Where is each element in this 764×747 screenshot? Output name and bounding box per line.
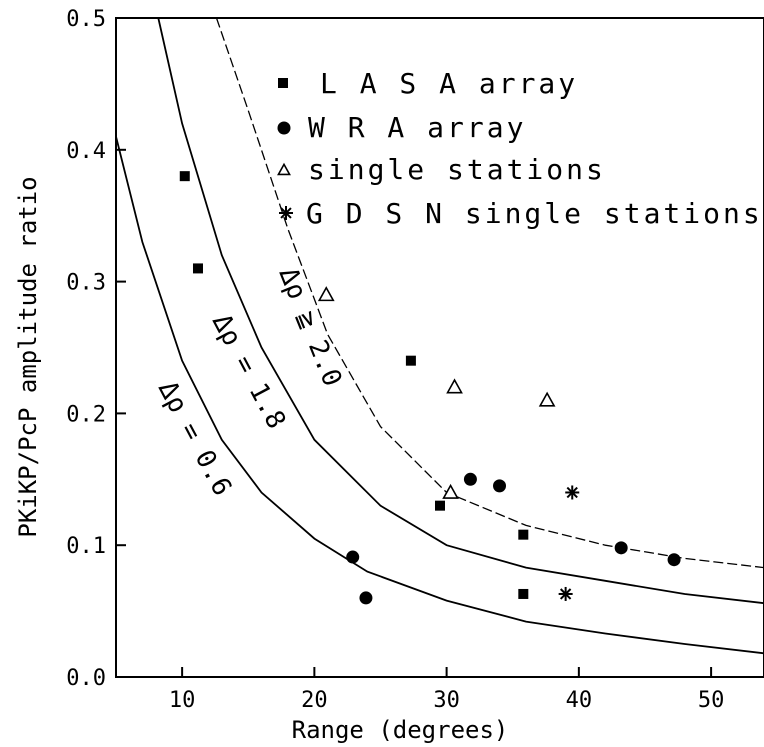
legend-label-wra: W R A array bbox=[308, 111, 526, 144]
point-triangle-0 bbox=[317, 286, 335, 302]
x-tick-label: 20 bbox=[301, 688, 328, 713]
point-triangle-1 bbox=[446, 378, 463, 394]
y-tick-label: 0.4 bbox=[66, 139, 106, 164]
x-axis-label: Range (degrees) bbox=[292, 716, 509, 744]
model-curves bbox=[115, 17, 764, 655]
legend-marker-square bbox=[278, 78, 288, 88]
legend-marker-asterisk bbox=[279, 206, 293, 220]
point-circle-5 bbox=[667, 553, 681, 567]
y-tick-label: 0.1 bbox=[66, 534, 106, 559]
point-asterisk-0 bbox=[565, 485, 580, 500]
point-square-4 bbox=[518, 529, 529, 540]
data-points bbox=[179, 171, 681, 605]
legend-label-gdsn: G D S N single stations bbox=[306, 197, 763, 230]
legend-markers bbox=[277, 78, 293, 220]
point-square-3 bbox=[435, 500, 445, 511]
y-tick-label: 0.5 bbox=[66, 7, 106, 32]
legend-marker-circle bbox=[277, 121, 291, 135]
point-circle-0 bbox=[346, 550, 360, 564]
legend-label-single: single stations bbox=[308, 153, 606, 186]
point-circle-4 bbox=[614, 541, 628, 555]
curve-0 bbox=[115, 136, 764, 655]
x-tick-label: 10 bbox=[169, 688, 196, 713]
point-circle-3 bbox=[493, 479, 507, 493]
y-tick-label: 0.0 bbox=[66, 666, 106, 691]
point-square-1 bbox=[192, 263, 203, 274]
x-tick-label: 40 bbox=[566, 688, 593, 713]
x-tick-label: 30 bbox=[433, 688, 460, 713]
point-asterisk-1 bbox=[558, 586, 573, 601]
point-triangle-3 bbox=[442, 483, 459, 499]
legend-marker-triangle bbox=[277, 162, 291, 176]
point-circle-2 bbox=[463, 472, 477, 486]
x-tick-label: 50 bbox=[698, 688, 725, 713]
curve-label-1-8: Δρ = 1.8 bbox=[206, 309, 291, 434]
legend: L A S A array W R A array single station… bbox=[277, 67, 763, 230]
point-triangle-2 bbox=[538, 391, 556, 407]
legend-label-lasa: L A S A array bbox=[320, 67, 578, 100]
point-square-2 bbox=[405, 355, 416, 366]
curve-label-0-6: Δρ = 0.6 bbox=[152, 376, 237, 501]
y-tick-label: 0.2 bbox=[66, 402, 106, 427]
curve-2 bbox=[215, 17, 764, 569]
plot-frame bbox=[115, 17, 764, 678]
point-square-5 bbox=[518, 588, 529, 599]
curve-label-2-0: Δρ ≧ 2.0 bbox=[273, 263, 348, 390]
x-axis-ticks: 10 20 30 40 50 bbox=[169, 667, 724, 713]
point-square-0 bbox=[179, 171, 190, 182]
y-axis-label: PKiKP/PcP amplitude ratio bbox=[14, 176, 42, 537]
point-circle-1 bbox=[359, 591, 373, 605]
curve-1 bbox=[157, 17, 764, 605]
y-axis-ticks: 0.0 0.1 0.2 0.3 0.4 0.5 bbox=[66, 7, 126, 691]
y-tick-label: 0.3 bbox=[66, 271, 106, 296]
